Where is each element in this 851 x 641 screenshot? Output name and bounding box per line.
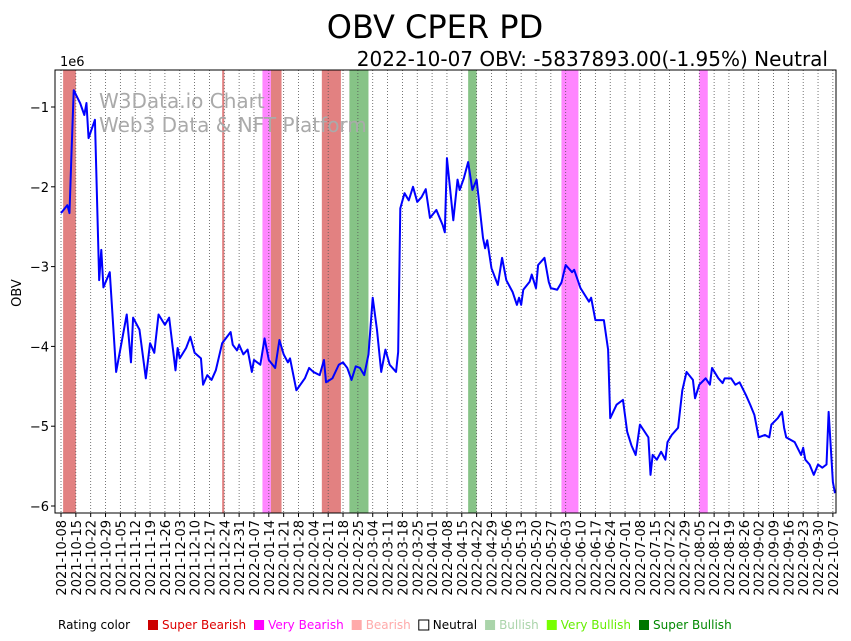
x-tick-label: 2022-09-09 bbox=[768, 520, 783, 596]
legend-label: Very Bullish bbox=[561, 618, 631, 632]
x-tick-label: 2022-07-08 bbox=[634, 520, 649, 596]
x-tick-label: 2021-12-03 bbox=[174, 520, 189, 596]
x-tick-label: 2022-05-27 bbox=[545, 520, 560, 596]
x-tick-label: 2022-06-24 bbox=[604, 520, 619, 596]
x-tick-label: 2022-08-05 bbox=[693, 520, 708, 596]
x-tick-label: 2021-11-26 bbox=[159, 520, 174, 596]
legend-swatch bbox=[254, 620, 265, 630]
legend-swatch bbox=[546, 620, 557, 630]
legend-swatch bbox=[351, 620, 362, 630]
y-tick-label: −5 bbox=[30, 420, 49, 435]
x-tick-label: 2022-03-18 bbox=[396, 520, 411, 596]
chart-title: OBV CPER PD bbox=[327, 8, 543, 46]
y-tick-label: −4 bbox=[30, 340, 49, 355]
x-tick-label: 2022-07-15 bbox=[649, 520, 664, 596]
rating-band bbox=[321, 70, 341, 513]
x-tick-label: 2022-09-30 bbox=[812, 520, 827, 596]
x-tick-label: 2022-08-12 bbox=[708, 520, 723, 596]
x-tick-label: 2022-04-15 bbox=[456, 520, 471, 596]
x-tick-label: 2022-09-23 bbox=[797, 520, 812, 596]
x-tick-label: 2022-03-25 bbox=[411, 520, 426, 596]
plot-frame bbox=[54, 69, 837, 514]
x-tick-label: 2021-11-12 bbox=[129, 520, 144, 596]
watermark-line-1: W3Data.io Chart bbox=[99, 89, 265, 113]
x-tick-label: 2022-08-19 bbox=[723, 520, 738, 596]
chart-subtitle: 2022-10-07 OBV: -5837893.00(-1.95%) Neut… bbox=[357, 47, 828, 71]
x-tick-label: 2022-01-21 bbox=[278, 520, 293, 596]
legend-title: Rating color bbox=[58, 618, 130, 632]
legend-label: Super Bearish bbox=[162, 618, 246, 632]
legend-label: Super Bullish bbox=[653, 618, 732, 632]
rating-band bbox=[561, 70, 579, 513]
legend: Rating color Super Bearish Very Bearish Bea… bbox=[58, 618, 732, 632]
legend-swatch bbox=[639, 620, 649, 630]
y-axis-label: OBV bbox=[10, 279, 25, 307]
x-tick-label: 2022-02-04 bbox=[307, 520, 322, 596]
x-tick-label: 2022-03-04 bbox=[367, 520, 382, 596]
x-tick-label: 2022-09-16 bbox=[782, 520, 797, 596]
x-tick-label: 2022-03-11 bbox=[382, 520, 397, 596]
rating-band bbox=[468, 70, 477, 513]
x-tick-label: 2021-10-15 bbox=[70, 520, 85, 596]
x-tick-label: 2022-04-01 bbox=[426, 520, 441, 596]
x-tick-label: 2022-05-13 bbox=[515, 520, 530, 596]
x-tick-label: 2022-02-18 bbox=[337, 520, 352, 596]
x-tick-label: 2022-07-29 bbox=[678, 520, 693, 596]
x-tick-label: 2022-07-22 bbox=[664, 520, 679, 596]
x-tick-label: 2021-10-22 bbox=[85, 520, 100, 596]
x-tick-label: 2021-11-19 bbox=[144, 520, 159, 596]
x-tick-label: 2021-12-17 bbox=[203, 520, 218, 596]
legend-label: Bullish bbox=[499, 618, 539, 632]
x-tick-label: 2022-07-01 bbox=[619, 520, 634, 596]
rating-band bbox=[270, 70, 282, 513]
x-tick-label: 2022-06-03 bbox=[560, 520, 575, 596]
x-tick-label: 2021-12-10 bbox=[189, 520, 204, 596]
y-tick-label: −1 bbox=[30, 101, 49, 116]
x-tick-label: 2022-05-06 bbox=[500, 520, 515, 596]
x-tick-label: 2021-12-31 bbox=[233, 520, 248, 596]
y-tick-label: −6 bbox=[30, 500, 49, 515]
y-tick-label: −3 bbox=[30, 261, 49, 276]
rating-band bbox=[262, 70, 271, 513]
x-tick-label: 2022-06-17 bbox=[589, 520, 604, 596]
y-multiplier-label: 1e6 bbox=[60, 55, 85, 70]
x-tick-label: 2021-10-29 bbox=[100, 520, 115, 596]
legend-label: Bearish bbox=[366, 618, 411, 632]
x-tick-label: 2022-04-22 bbox=[471, 520, 486, 596]
legend-label: Very Bearish bbox=[268, 618, 344, 632]
x-tick-label: 2021-10-08 bbox=[55, 520, 70, 596]
x-tick-label: 2022-02-11 bbox=[322, 520, 337, 596]
rating-band bbox=[699, 70, 708, 513]
legend-label: Neutral bbox=[433, 618, 477, 632]
x-tick-label: 2022-05-20 bbox=[530, 520, 545, 596]
x-tick-label: 2022-10-07 bbox=[827, 520, 842, 596]
obv-line bbox=[60, 89, 836, 494]
x-tick-label: 2022-08-26 bbox=[738, 520, 753, 596]
x-tick-label: 2022-02-25 bbox=[352, 520, 367, 596]
legend-swatch bbox=[418, 619, 430, 631]
rating-band bbox=[349, 70, 369, 513]
watermark-line-2: Web3 Data & NFT Platform bbox=[99, 113, 367, 137]
x-tick-label: 2022-04-29 bbox=[485, 520, 500, 596]
x-tick-label: 2021-12-24 bbox=[218, 520, 233, 596]
x-tick-label: 2022-01-14 bbox=[263, 520, 278, 596]
x-tick-label: 2022-01-28 bbox=[293, 520, 308, 596]
rating-band bbox=[63, 70, 76, 513]
x-tick-label: 2022-09-02 bbox=[753, 520, 768, 596]
y-tick-label: −2 bbox=[30, 181, 49, 196]
x-tick-label: 2021-11-05 bbox=[114, 520, 129, 596]
legend-swatch bbox=[148, 620, 158, 630]
x-tick-label: 2022-04-08 bbox=[441, 520, 456, 596]
x-tick-label: 2022-06-10 bbox=[575, 520, 590, 596]
x-tick-label: 2022-01-07 bbox=[248, 520, 263, 596]
legend-swatch bbox=[485, 620, 496, 630]
rating-band bbox=[222, 70, 225, 513]
